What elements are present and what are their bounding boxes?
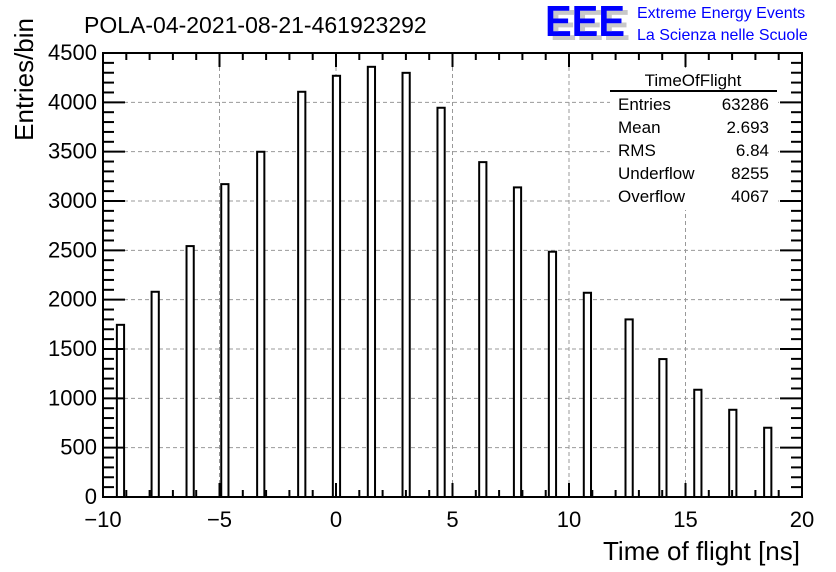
plot-frame [102, 52, 803, 498]
histogram-bar [366, 65, 377, 499]
stats-label: Mean [618, 118, 661, 137]
histogram-bar [401, 71, 411, 498]
y-tick-label: 0 [85, 484, 97, 509]
histogram-bar [478, 161, 488, 498]
y-axis-title: Entries/bin [9, 18, 39, 141]
histogram-bar [512, 186, 523, 498]
y-tick-label: 1500 [48, 336, 97, 361]
histogram-bar [331, 74, 342, 499]
x-tick-labels: −10 −5 0 5 10 15 20 [84, 507, 814, 532]
y-tick-label: 500 [60, 435, 97, 460]
histogram-bar [582, 291, 593, 499]
histogram-bar [436, 106, 446, 498]
y-tick-label: 2500 [48, 237, 97, 262]
stats-value: 63286 [722, 95, 769, 114]
x-tick-label: 10 [557, 507, 581, 532]
org-line-2: La Scienza nelle Scuole [637, 27, 808, 44]
stats-label: Overflow [618, 187, 686, 206]
stats-label: Entries [618, 95, 671, 114]
histogram-bar [256, 150, 266, 499]
y-tick-label: 1000 [48, 385, 97, 410]
histogram-bar [658, 358, 668, 498]
x-tick-label: 0 [330, 507, 342, 532]
histogram-bar [693, 388, 703, 498]
y-tick-labels: 0 500 1000 1500 2000 2500 3000 3500 4000 4500 [48, 40, 97, 509]
histogram-bar [763, 426, 773, 498]
histogram-bar [297, 90, 307, 498]
stats-value: 4067 [731, 187, 769, 206]
histogram-bar [728, 408, 738, 498]
histogram-bar [624, 318, 634, 498]
histogram-bar [220, 183, 230, 499]
chart-title: POLA-04-2021-08-21-461923292 [84, 12, 427, 38]
histogram-bar [150, 290, 160, 499]
y-tick-label: 2000 [48, 287, 97, 312]
x-tick-label: 5 [446, 507, 458, 532]
y-tick-label: 4500 [48, 40, 97, 65]
histogram-bar [115, 323, 126, 498]
histogram-bar [547, 250, 558, 498]
histogram-bar [185, 245, 195, 498]
stats-label: Underflow [618, 164, 695, 183]
logo-text: EEE [545, 0, 625, 46]
axis-ticks [102, 52, 803, 498]
stats-value: 2.693 [726, 118, 769, 137]
org-line-1: Extreme Energy Events [637, 5, 805, 22]
stats-box: TimeOfFlight Entries 63286 Mean 2.693 RMS 6.8… [610, 68, 778, 210]
eee-logo: EEE [545, 0, 625, 46]
y-tick-label: 3500 [48, 139, 97, 164]
stats-value: 6.84 [736, 141, 769, 160]
stats-title: TimeOfFlight [645, 71, 742, 90]
x-tick-label: −5 [207, 507, 232, 532]
x-tick-label: 15 [673, 507, 697, 532]
x-axis-title: Time of flight [ns] [603, 536, 800, 566]
x-tick-label: 20 [790, 507, 814, 532]
stats-label: RMS [618, 141, 656, 160]
stats-value: 8255 [731, 164, 769, 183]
y-tick-label: 4000 [48, 89, 97, 114]
y-tick-label: 3000 [48, 188, 97, 213]
x-tick-label: −10 [84, 507, 121, 532]
